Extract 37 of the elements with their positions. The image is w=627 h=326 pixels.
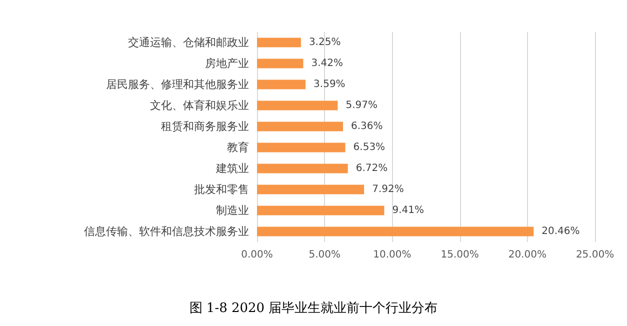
data-label: 6.53% (353, 142, 386, 153)
bar (257, 142, 346, 152)
data-label: 7.92% (372, 184, 404, 195)
data-label: 5.97% (346, 100, 378, 111)
bar (257, 100, 338, 110)
x-tick-label: 0.00% (241, 250, 273, 260)
y-tick-label: 居民服务、修理和其他服务业 (106, 78, 249, 91)
data-label: 20.46% (542, 226, 580, 237)
y-tick-label: 房地产业 (205, 57, 249, 70)
y-tick-label: 建筑业 (215, 162, 249, 175)
data-label: 6.36% (350, 121, 383, 132)
bar (257, 164, 348, 174)
x-tick-label: 20.00% (508, 250, 546, 260)
data-label: 3.42% (311, 58, 344, 69)
text: 图 1-8 2020 届毕业生就业前十个行业分布 (189, 301, 438, 316)
x-tick-label: 15.00% (440, 250, 479, 260)
y-tick-label: 文化、体育和娱乐业 (150, 99, 249, 112)
bar (257, 226, 534, 236)
data-label: 3.59% (314, 79, 346, 90)
x-tick-label: 5.00% (308, 250, 340, 260)
bar (257, 38, 301, 48)
y-tick-label: 教育 (227, 141, 249, 154)
x-tick-label: 10.00% (373, 250, 412, 260)
y-tick-label: 租赁和商务服务业 (161, 120, 249, 133)
y-tick-label: 信息传输、软件和信息技术服务业 (84, 225, 249, 238)
x-tick-label: 25.00% (576, 250, 614, 260)
bar (257, 184, 364, 194)
bar (257, 80, 306, 90)
y-tick-label: 批发和零售 (194, 183, 249, 196)
data-label: 6.72% (356, 163, 388, 174)
bar (257, 58, 304, 68)
data-label: 9.41% (392, 205, 424, 216)
data-label: 3.25% (308, 37, 341, 48)
bar (257, 206, 384, 216)
bar (257, 122, 343, 132)
y-tick-label: 交通运输、仓储和邮政业 (128, 36, 249, 49)
y-tick-label: 制造业 (216, 204, 249, 217)
